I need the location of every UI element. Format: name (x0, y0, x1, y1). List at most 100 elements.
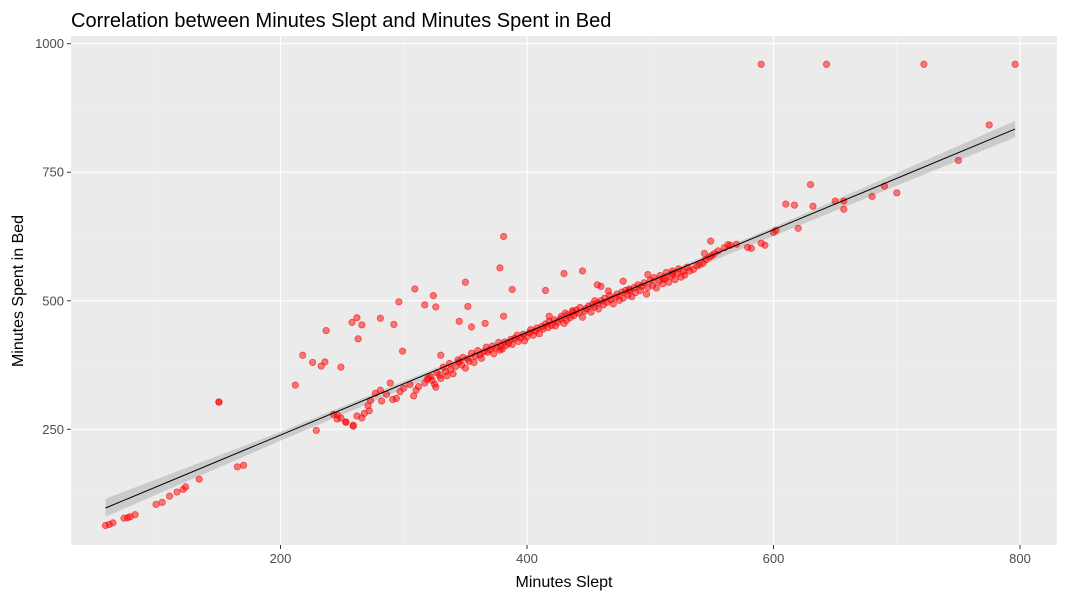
data-point (337, 363, 345, 371)
data-point (395, 298, 403, 306)
data-point (757, 60, 765, 68)
data-point (644, 270, 652, 279)
data-point (642, 290, 651, 298)
data-point (541, 286, 550, 295)
data-point (354, 335, 362, 343)
data-point (681, 271, 689, 279)
data-point (432, 303, 440, 311)
data-point (700, 249, 709, 258)
data-point (377, 397, 386, 405)
data-point (822, 60, 831, 68)
y-tick-label: 750 (42, 165, 64, 180)
data-point (322, 327, 330, 335)
data-point (376, 314, 384, 322)
fit-line-layer (105, 128, 1016, 509)
data-point (868, 192, 876, 201)
data-point (349, 421, 357, 429)
data-point (348, 318, 356, 326)
data-point (173, 488, 181, 496)
data-point (386, 379, 394, 387)
data-point (545, 312, 553, 320)
data-point (195, 475, 203, 483)
data-point (954, 156, 963, 165)
data-point (239, 461, 248, 469)
data-point (461, 278, 469, 286)
y-axis-ticks: 250 500 750 1000 (35, 36, 71, 437)
data-point (421, 301, 429, 309)
data-point (365, 407, 373, 415)
data-point (398, 347, 407, 355)
data-point (358, 321, 366, 329)
x-tick-label: 600 (763, 551, 785, 566)
data-point (597, 282, 605, 290)
data-point (411, 285, 419, 293)
x-axis-title: Minutes Slept (516, 574, 613, 591)
data-point (215, 398, 223, 406)
data-point (392, 394, 400, 403)
data-point (560, 269, 568, 278)
data-point (1011, 60, 1019, 68)
data-point (443, 372, 451, 380)
data-point (131, 511, 139, 519)
data-point (707, 237, 715, 245)
data-point (437, 374, 445, 383)
data-point (429, 292, 437, 300)
data-point (619, 277, 627, 285)
data-point (500, 232, 508, 241)
x-tick-label: 400 (516, 551, 538, 566)
data-point (299, 351, 307, 359)
data-point (353, 314, 361, 322)
data-point (508, 340, 516, 349)
y-tick-label: 500 (42, 293, 64, 308)
x-tick-label: 200 (270, 551, 292, 566)
data-point (604, 287, 612, 295)
data-point (840, 205, 848, 213)
data-point (806, 180, 815, 189)
data-point (109, 519, 117, 527)
data-point (790, 201, 799, 209)
data-point (400, 384, 408, 392)
minor-gridlines (71, 36, 1057, 545)
data-point (594, 305, 603, 313)
plot-panel (71, 36, 1057, 545)
data-point (578, 267, 587, 275)
data-point (321, 358, 329, 366)
data-point (308, 358, 317, 367)
chart-title: Correlation between Minutes Slept and Mi… (71, 10, 611, 32)
data-point (477, 354, 486, 362)
data-point (578, 313, 587, 321)
data-point (337, 414, 345, 422)
data-point (508, 285, 516, 294)
data-point (500, 312, 508, 320)
data-point (809, 202, 817, 210)
data-point (312, 426, 320, 434)
data-point (455, 317, 463, 325)
x-tick-label: 800 (1009, 551, 1031, 566)
data-point (747, 244, 755, 252)
data-point (152, 500, 160, 508)
data-point (794, 224, 802, 232)
data-point (166, 492, 174, 500)
data-point (652, 284, 661, 292)
y-axis-title: Minutes Spent in Bed (10, 215, 27, 367)
data-point (470, 358, 478, 367)
data-point (432, 383, 440, 391)
data-point (182, 483, 190, 491)
data-point (985, 121, 993, 129)
data-point (464, 302, 472, 311)
data-point (496, 264, 504, 272)
y-tick-label: 250 (42, 422, 64, 437)
data-point (449, 370, 457, 378)
data-point (920, 60, 928, 68)
major-gridlines (71, 36, 1057, 545)
data-point (660, 275, 668, 283)
data-point (158, 498, 166, 506)
data-point (467, 323, 476, 331)
data-point (437, 351, 445, 359)
data-point (461, 364, 469, 372)
data-point (233, 463, 241, 471)
data-point (535, 330, 543, 338)
data-point (481, 319, 489, 328)
